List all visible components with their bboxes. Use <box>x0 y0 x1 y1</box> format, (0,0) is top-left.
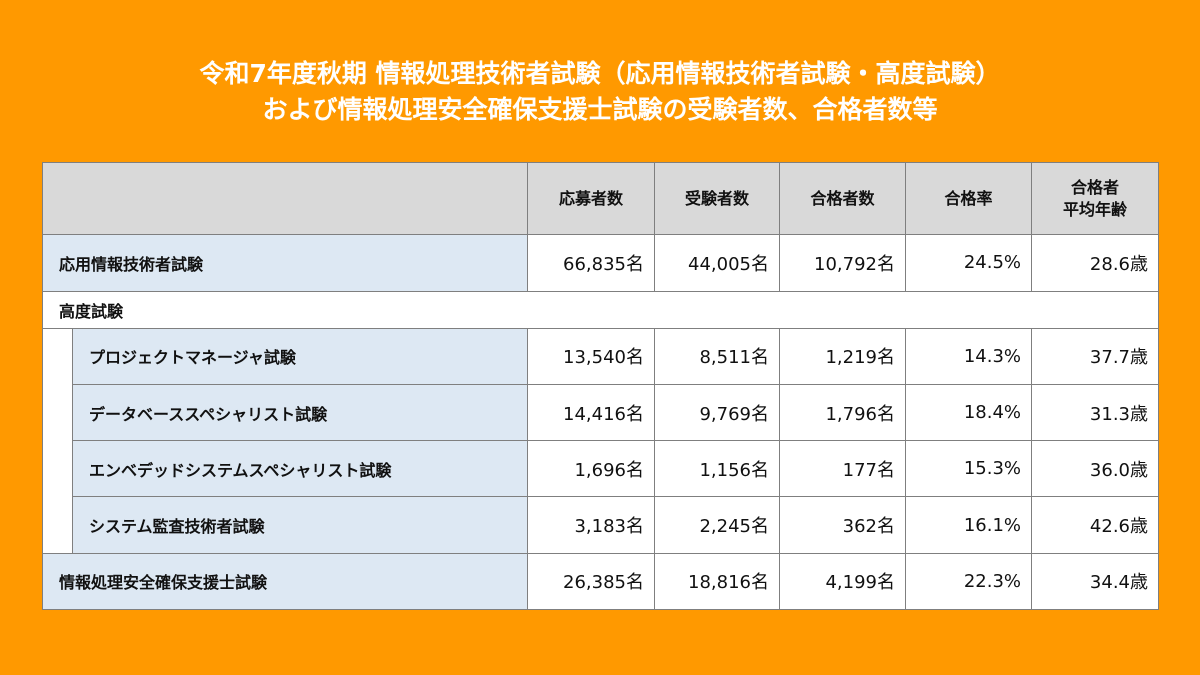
header-examinees: 受験者数 <box>654 161 780 236</box>
indent-cell <box>42 440 73 497</box>
table-row: 応用情報技術者試験 66,835名 44,005名 10,792名 24.5% … <box>42 234 1159 292</box>
exam-name: 応用情報技術者試験 <box>42 234 528 292</box>
applicants-value: 66,835名 <box>527 234 655 292</box>
indent-cell <box>42 328 73 385</box>
avg-age-value: 34.4歳 <box>1031 552 1159 611</box>
passers-value: 4,199名 <box>779 552 906 611</box>
indent-cell <box>42 496 73 554</box>
avg-age-value: 37.7歳 <box>1031 327 1159 385</box>
exam-name: プロジェクトマネージャ試験 <box>72 327 528 385</box>
avg-age-value: 28.6歳 <box>1031 234 1159 292</box>
pass-rate-value: 24.5% <box>905 234 1032 292</box>
examinees-value: 1,156名 <box>654 440 780 498</box>
exam-name: データベーススペシャリスト試験 <box>72 383 528 442</box>
exam-name: エンベデッドシステムスペシャリスト試験 <box>72 440 528 498</box>
header-passers: 合格者数 <box>779 161 906 236</box>
category-row: 高度試験 <box>42 290 1159 329</box>
examinees-value: 9,769名 <box>654 383 780 442</box>
avg-age-value: 42.6歳 <box>1031 496 1159 554</box>
pass-rate-value: 16.1% <box>905 496 1032 554</box>
examinees-value: 44,005名 <box>654 234 780 292</box>
category-label: 高度試験 <box>42 290 528 329</box>
applicants-value: 3,183名 <box>527 496 655 554</box>
pass-rate-value: 22.3% <box>905 552 1032 611</box>
category-row-blank <box>527 290 1159 329</box>
avg-age-value: 36.0歳 <box>1031 440 1159 498</box>
header-avg-age: 合格者 平均年齢 <box>1031 161 1159 236</box>
page-title: 令和7年度秋期 情報処理技術者試験（応用情報技術者試験・高度試験） および情報処… <box>0 56 1200 128</box>
passers-value: 362名 <box>779 496 906 554</box>
results-table-container: 応募者数 受験者数 合格者数 合格率 合格者 平均年齢 応用情報技術者試験 66… <box>42 161 1159 611</box>
header-row: 応募者数 受験者数 合格者数 合格率 合格者 平均年齢 <box>42 161 1159 236</box>
table-row: エンベデッドシステムスペシャリスト試験 1,696名 1,156名 177名 1… <box>42 440 1159 498</box>
pass-rate-value: 15.3% <box>905 440 1032 498</box>
applicants-value: 13,540名 <box>527 327 655 385</box>
header-applicants: 応募者数 <box>527 161 655 236</box>
passers-value: 177名 <box>779 440 906 498</box>
applicants-value: 1,696名 <box>527 440 655 498</box>
header-pass-rate: 合格率 <box>905 161 1032 236</box>
passers-value: 10,792名 <box>779 234 906 292</box>
exam-name: システム監査技術者試験 <box>72 496 528 554</box>
pass-rate-value: 14.3% <box>905 327 1032 385</box>
header-avg-age-line2: 平均年齢 <box>1062 199 1127 219</box>
pass-rate-value: 18.4% <box>905 383 1032 442</box>
title-line-1: 令和7年度秋期 情報処理技術者試験（応用情報技術者試験・高度試験） <box>199 59 1001 88</box>
passers-value: 1,796名 <box>779 383 906 442</box>
indent-cell <box>42 384 73 441</box>
applicants-value: 26,385名 <box>527 552 655 611</box>
header-blank-cell <box>42 161 528 236</box>
examinees-value: 2,245名 <box>654 496 780 554</box>
header-avg-age-line1: 合格者 <box>1070 177 1119 197</box>
table-row: システム監査技術者試験 3,183名 2,245名 362名 16.1% 42.… <box>42 496 1159 554</box>
exam-name: 情報処理安全確保支援士試験 <box>42 552 528 611</box>
title-line-2: および情報処理安全確保支援士試験の受験者数、合格者数等 <box>262 95 938 124</box>
applicants-value: 14,416名 <box>527 383 655 442</box>
results-table: 応募者数 受験者数 合格者数 合格率 合格者 平均年齢 応用情報技術者試験 66… <box>42 161 1159 611</box>
table-row: データベーススペシャリスト試験 14,416名 9,769名 1,796名 18… <box>42 383 1159 442</box>
passers-value: 1,219名 <box>779 327 906 385</box>
table-row: 情報処理安全確保支援士試験 26,385名 18,816名 4,199名 22.… <box>42 552 1159 611</box>
table-row: プロジェクトマネージャ試験 13,540名 8,511名 1,219名 14.3… <box>42 327 1159 385</box>
examinees-value: 8,511名 <box>654 327 780 385</box>
examinees-value: 18,816名 <box>654 552 780 611</box>
avg-age-value: 31.3歳 <box>1031 383 1159 442</box>
